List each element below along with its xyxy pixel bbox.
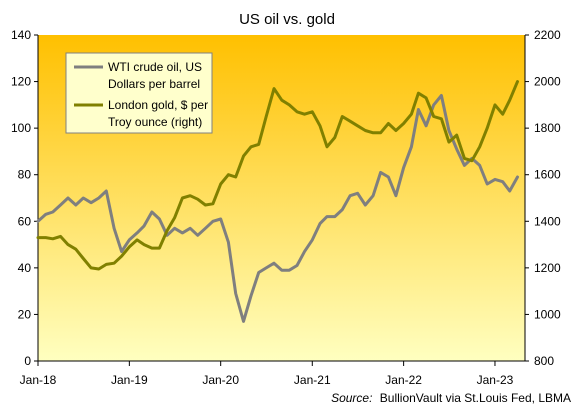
y-right-tick-label: 1000 bbox=[534, 307, 561, 321]
chart-title: US oil vs. gold bbox=[239, 11, 335, 28]
source-note: Source: BullionVault via St.Louis Fed, L… bbox=[331, 391, 571, 405]
y-left-tick-label: 40 bbox=[18, 261, 32, 275]
legend: WTI crude oil, US Dollars per barrel Lon… bbox=[65, 52, 213, 134]
y-right-tick-label: 1400 bbox=[534, 214, 561, 228]
y-axis-right: 800 1000 1200 1400 1600 1800 2000 2200 bbox=[525, 28, 561, 368]
y-left-tick-label: 60 bbox=[18, 214, 32, 228]
series-line-oil bbox=[36, 94, 519, 323]
source-label: Source: bbox=[331, 391, 372, 405]
legend-label-gold-line2: Troy ounce (right) bbox=[108, 115, 202, 129]
series-line-gold bbox=[36, 80, 519, 271]
x-tick-label: Jan-22 bbox=[385, 373, 422, 387]
x-tick-label: Jan-19 bbox=[111, 373, 148, 387]
y-left-tick-label: 120 bbox=[11, 75, 31, 89]
x-tick-label: Jan-23 bbox=[477, 373, 514, 387]
y-left-tick-label: 0 bbox=[24, 354, 31, 368]
y-right-tick-label: 2000 bbox=[534, 75, 561, 89]
y-left-tick-label: 100 bbox=[11, 121, 31, 135]
y-right-tick-label: 1200 bbox=[534, 261, 561, 275]
y-axis-left: 0 20 40 60 80 100 120 140 bbox=[11, 28, 38, 368]
legend-label-oil-line1: WTI crude oil, US bbox=[108, 60, 202, 74]
x-tick-label: Jan-18 bbox=[20, 373, 57, 387]
y-right-tick-label: 2200 bbox=[534, 28, 561, 42]
source-text: BullionVault via St.Louis Fed, LBMA bbox=[380, 391, 571, 405]
y-left-tick-label: 20 bbox=[18, 307, 32, 321]
legend-label-oil-line2: Dollars per barrel bbox=[108, 77, 200, 91]
x-axis: Jan-18 Jan-19 Jan-20 Jan-21 Jan-22 Jan-23 bbox=[20, 361, 514, 387]
y-right-tick-label: 800 bbox=[534, 354, 554, 368]
y-right-tick-label: 1600 bbox=[534, 168, 561, 182]
legend-label-gold-line1: London gold, $ per bbox=[108, 98, 208, 112]
y-right-tick-label: 1800 bbox=[534, 121, 561, 135]
series-layer bbox=[36, 80, 519, 323]
x-tick-label: Jan-21 bbox=[294, 373, 331, 387]
x-tick-label: Jan-20 bbox=[202, 373, 239, 387]
y-left-tick-label: 80 bbox=[18, 168, 32, 182]
y-left-tick-label: 140 bbox=[11, 28, 31, 42]
